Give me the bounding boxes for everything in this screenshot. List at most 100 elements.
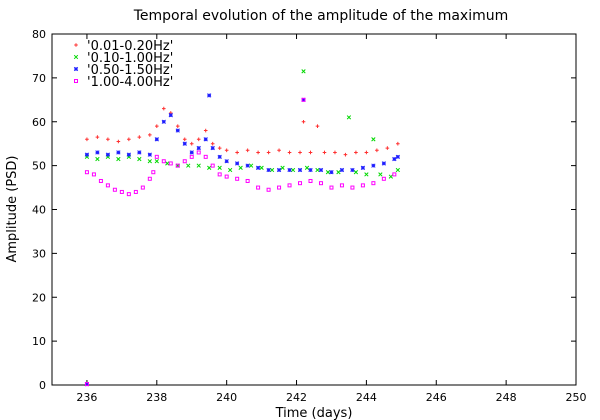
data-point [385,146,390,150]
data-point [339,167,345,173]
data-point [375,148,379,153]
y-tick-label: 80 [32,28,46,41]
y-tick-label: 10 [32,335,46,348]
data-point [119,189,124,194]
data-point [137,135,142,139]
data-point [248,163,254,168]
y-axis-label: Amplitude (PSD) [5,156,20,263]
chart-title: Temporal evolution of the amplitude of t… [133,8,509,24]
data-point [217,146,222,150]
legend-item: '1.00-4.00Hz' [74,75,173,90]
data-point [105,152,111,157]
data-point [315,167,320,173]
data-point [381,176,386,181]
data-point [298,150,302,155]
data-point [203,137,208,142]
data-point [161,119,166,124]
data-point [287,167,292,173]
data-point [245,148,250,153]
data-point [287,150,292,155]
y-tick-label: 50 [32,160,46,173]
data-point [165,161,170,166]
data-point [98,178,103,183]
data-point [371,163,376,168]
data-point [304,165,310,170]
data-point [182,159,187,164]
series-4 [84,97,397,387]
legend-marker [73,66,79,72]
legend-item: '0.10-1.00Hz' [73,51,173,66]
data-point [256,185,261,190]
data-point [147,152,152,157]
data-point [256,150,260,155]
data-point [318,167,324,173]
data-point [301,97,306,102]
y-tick-label: 30 [32,247,46,260]
data-point [353,170,359,175]
data-point [95,156,100,162]
data-point [207,93,212,98]
data-point [392,156,397,162]
data-point [203,154,208,159]
series-1 [85,106,400,386]
legend-marker [74,43,78,47]
legend-item: '0.50-1.50Hz' [73,63,173,78]
data-point [161,159,166,164]
data-point [301,119,306,124]
x-tick-label: 242 [286,391,307,404]
legend-label: '0.50-1.50Hz' [87,63,173,78]
data-point [318,181,323,186]
data-point [266,167,271,173]
data-points [84,69,400,387]
x-axis: 236 238 240 242 244 246 248 250 [76,34,587,404]
data-point [116,156,121,162]
data-point [392,172,397,177]
data-point [151,170,156,175]
data-point [148,133,152,137]
data-point [343,152,348,157]
y-tick-label: 40 [32,204,46,217]
legend-marker [73,54,79,60]
data-point [339,183,344,188]
data-point [116,139,121,144]
data-point [189,141,194,146]
data-point [259,165,264,170]
data-point [84,170,89,175]
data-point [116,150,121,155]
data-point [360,165,366,170]
data-point [105,183,110,188]
data-point [235,176,240,181]
data-point [217,154,222,160]
data-point [168,113,173,118]
data-point [287,183,292,188]
data-point [196,137,201,142]
data-point [280,165,285,170]
y-tick-label: 0 [39,379,46,392]
data-point [290,167,296,173]
legend: '0.01-0.20Hz''0.10-1.00Hz''0.50-1.50Hz''… [73,39,173,90]
data-point [395,167,400,173]
data-point [137,156,142,162]
x-tick-label: 246 [426,391,447,404]
data-point [140,185,145,190]
data-point [308,167,313,173]
data-point [245,178,250,183]
data-point [238,165,243,170]
data-point [84,152,90,157]
data-point [196,163,201,168]
x-tick-label: 236 [76,391,97,404]
data-point [217,172,222,177]
data-point [224,159,229,164]
data-point [196,150,201,155]
data-point [126,192,131,197]
data-point [371,137,376,142]
data-point [234,161,240,166]
data-point [245,163,250,168]
data-point [388,174,394,179]
data-point [168,161,173,166]
data-point [354,150,358,155]
legend-item: '0.01-0.20Hz' [74,39,173,54]
legend-label: '0.10-1.00Hz' [87,51,173,66]
data-point [210,163,215,168]
legend-marker [74,79,78,83]
